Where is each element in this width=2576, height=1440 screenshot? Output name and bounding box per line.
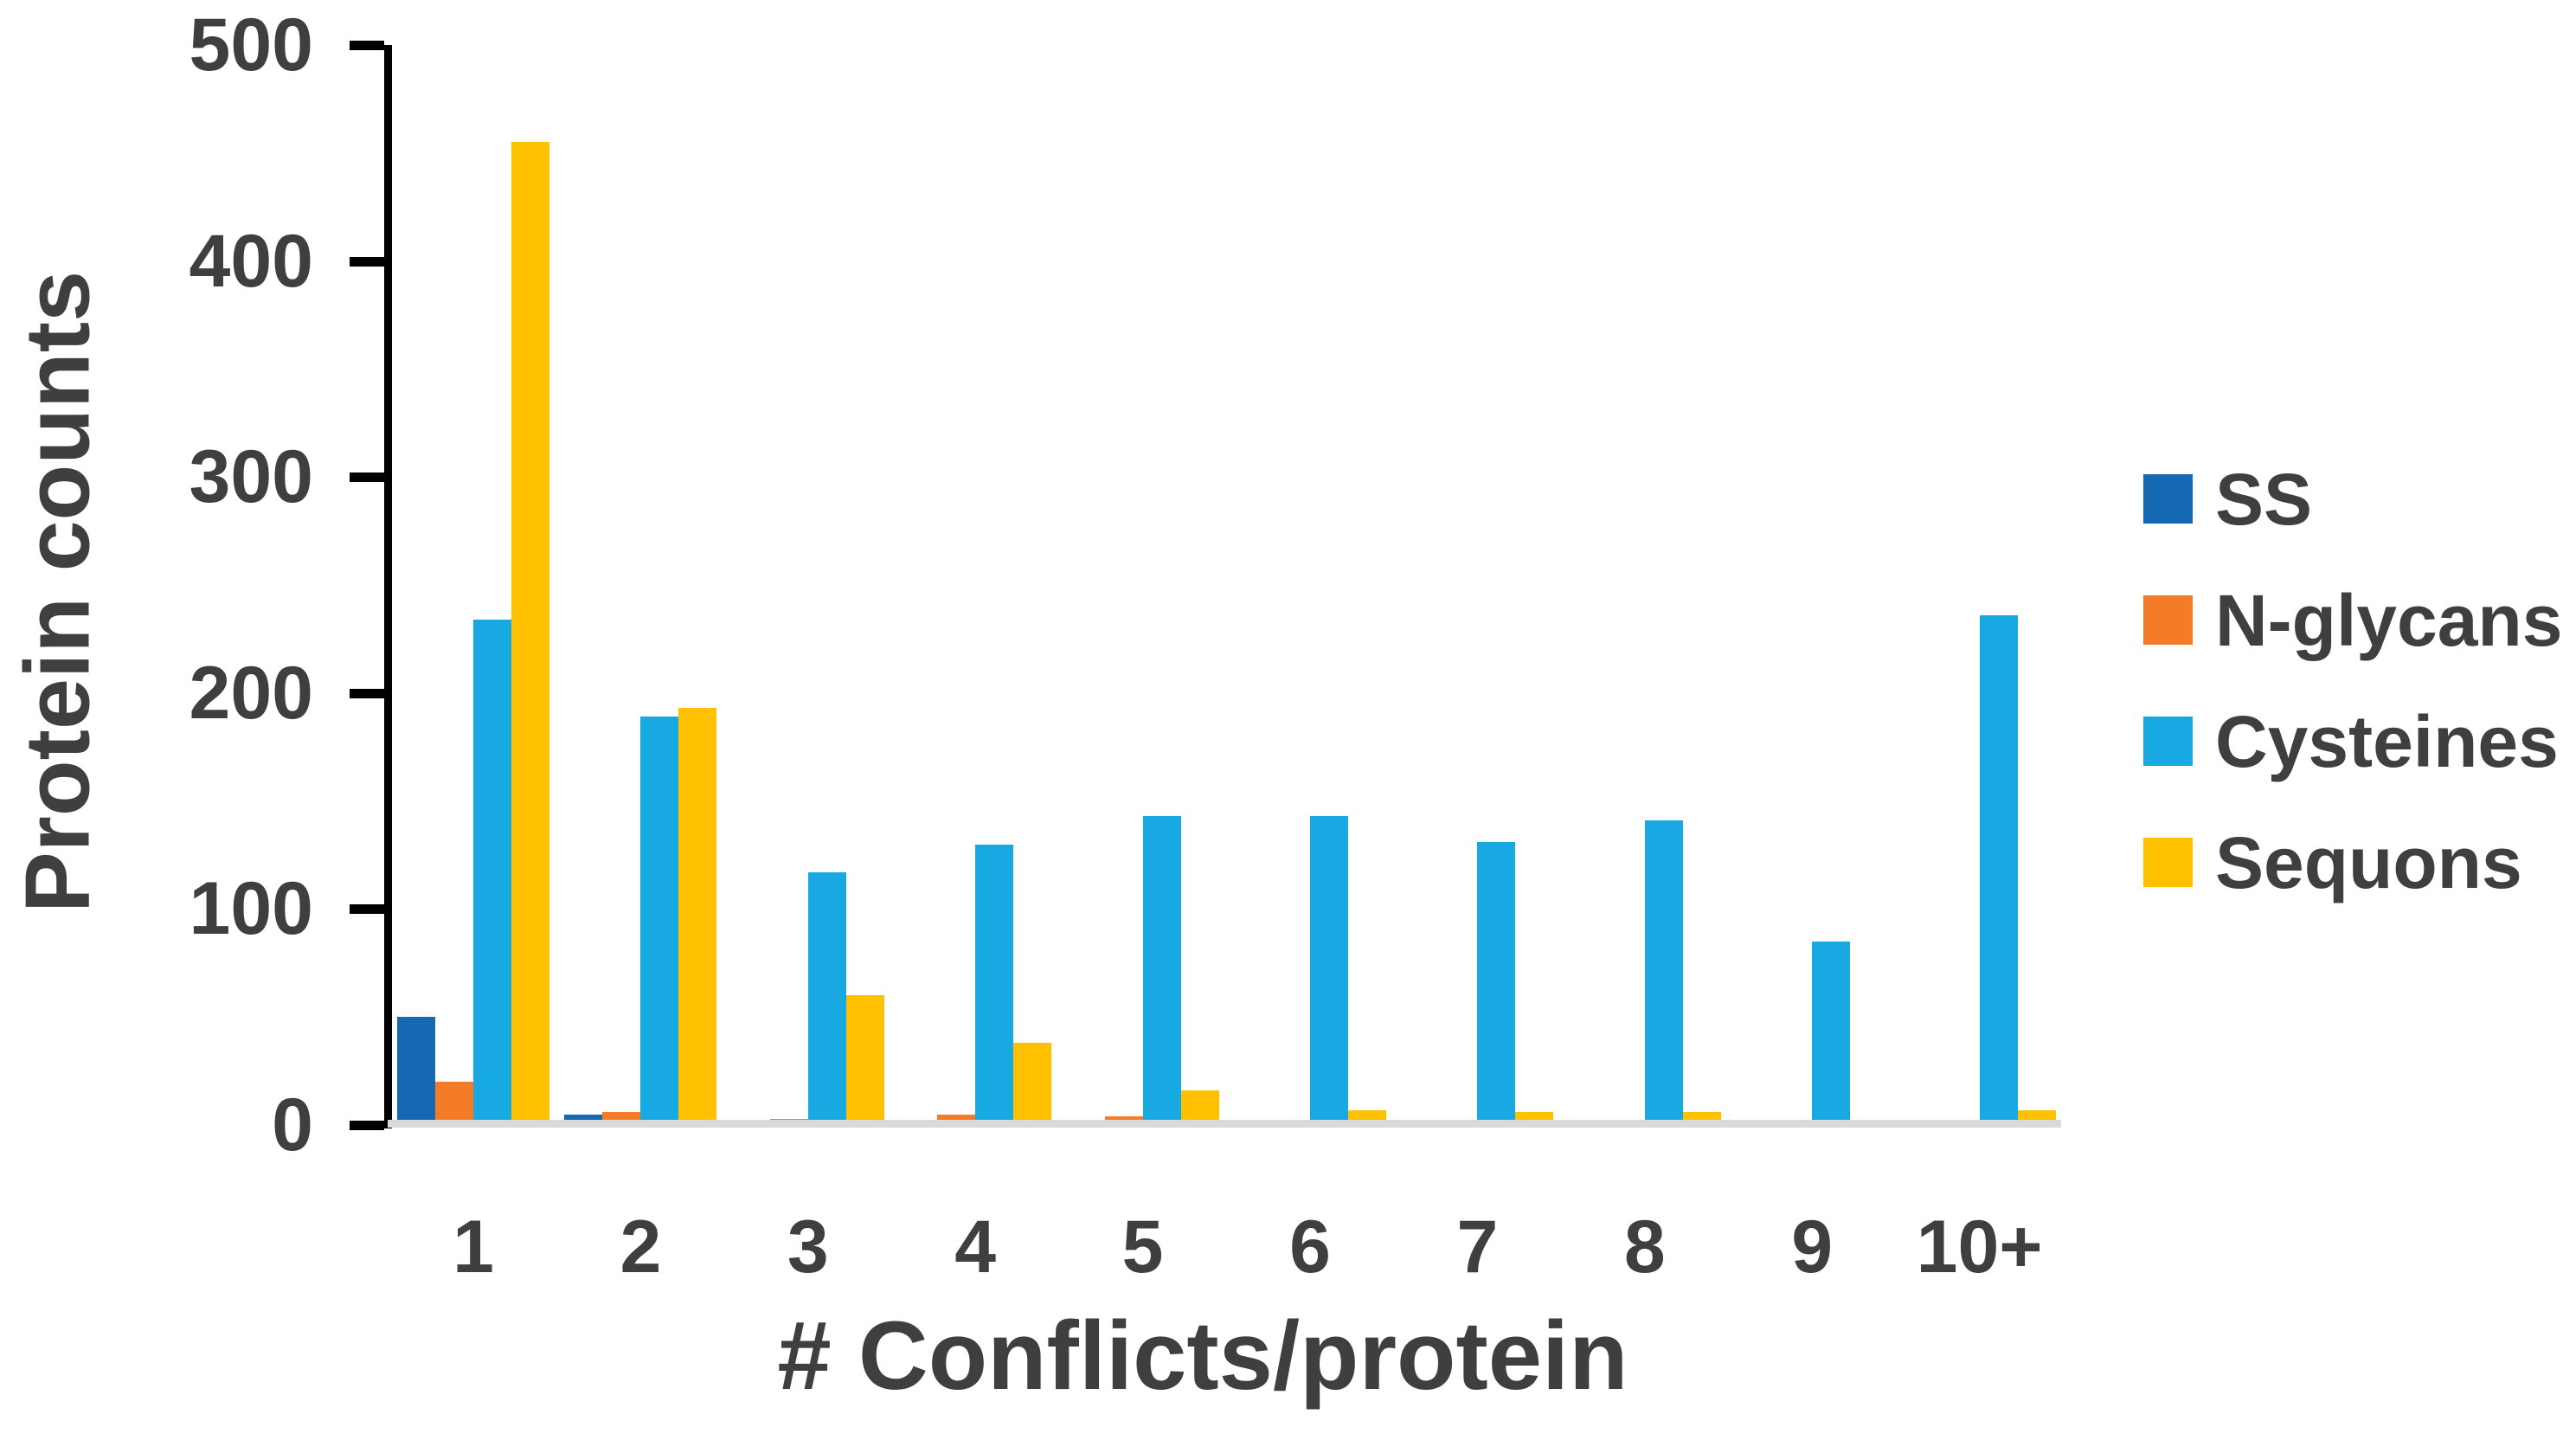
bar-cysteines-cat-8 [1645, 820, 1683, 1125]
legend-label: Cysteines [2215, 700, 2559, 782]
y-tick-label: 100 [189, 867, 314, 951]
y-tick-label: 500 [189, 3, 314, 87]
y-axis-title: Protein counts [6, 270, 109, 914]
y-axis-line [384, 45, 392, 1128]
x-tick-label-1: 1 [453, 1205, 494, 1289]
y-tick-label: 200 [189, 651, 314, 735]
legend-swatch-icon [2143, 474, 2193, 524]
legend-label: N-glycans [2215, 579, 2563, 661]
x-tick-label-10+: 10+ [1916, 1205, 2043, 1289]
bar-cysteines-cat-2 [640, 717, 678, 1125]
legend-label: Sequons [2215, 821, 2522, 903]
bar-cysteines-cat-6 [1310, 816, 1348, 1125]
y-tick-mark [350, 472, 384, 483]
y-tick-label: 300 [189, 435, 314, 519]
x-tick-label-9: 9 [1791, 1205, 1834, 1289]
y-tick-mark [350, 904, 384, 915]
x-tick-label-2: 2 [620, 1205, 662, 1289]
y-tick-label: 0 [272, 1083, 313, 1167]
y-tick-mark [350, 688, 384, 698]
bar-cysteines-cat-9 [1812, 942, 1850, 1125]
legend-item-ss: SS [2143, 463, 2312, 536]
legend-swatch-icon [2143, 595, 2193, 645]
x-tick-label-7: 7 [1456, 1205, 1499, 1289]
x-tick-label-6: 6 [1289, 1205, 1331, 1289]
x-tick-label-3: 3 [787, 1205, 829, 1289]
bar-ss-cat-1 [397, 1017, 435, 1125]
y-tick-mark [350, 41, 384, 50]
x-axis-baseline [388, 1120, 2061, 1128]
bar-n-glycans-cat-1 [435, 1082, 473, 1125]
bar-sequons-cat-1 [511, 142, 549, 1125]
x-tick-label-4: 4 [954, 1205, 997, 1289]
bar-sequons-cat-4 [1013, 1043, 1051, 1125]
legend-swatch-icon [2143, 717, 2193, 766]
x-axis-title: # Conflicts/protein [777, 1302, 1628, 1410]
legend-item-sequons: Sequons [2143, 826, 2522, 899]
legend-swatch-icon [2143, 838, 2193, 887]
x-tick-label-5: 5 [1121, 1205, 1164, 1289]
bar-sequons-cat-3 [846, 995, 884, 1125]
bar-cysteines-cat-4 [975, 845, 1013, 1125]
legend-item-cysteines: Cysteines [2143, 705, 2559, 778]
y-tick-label: 400 [189, 219, 314, 303]
bar-cysteines-cat-7 [1477, 842, 1515, 1125]
bar-cysteines-cat-5 [1143, 816, 1181, 1125]
bar-sequons-cat-2 [678, 708, 716, 1125]
bar-cysteines-cat-1 [473, 620, 511, 1125]
y-tick-mark [350, 256, 384, 267]
bar-cysteines-cat-3 [808, 872, 846, 1125]
legend-item-n-glycans: N-glycans [2143, 584, 2562, 657]
legend-label: SS [2215, 458, 2313, 540]
bar-cysteines-cat-10+ [1980, 615, 2018, 1125]
y-tick-mark [350, 1121, 384, 1130]
x-tick-label-8: 8 [1623, 1205, 1666, 1289]
bar-sequons-cat-5 [1181, 1090, 1219, 1125]
